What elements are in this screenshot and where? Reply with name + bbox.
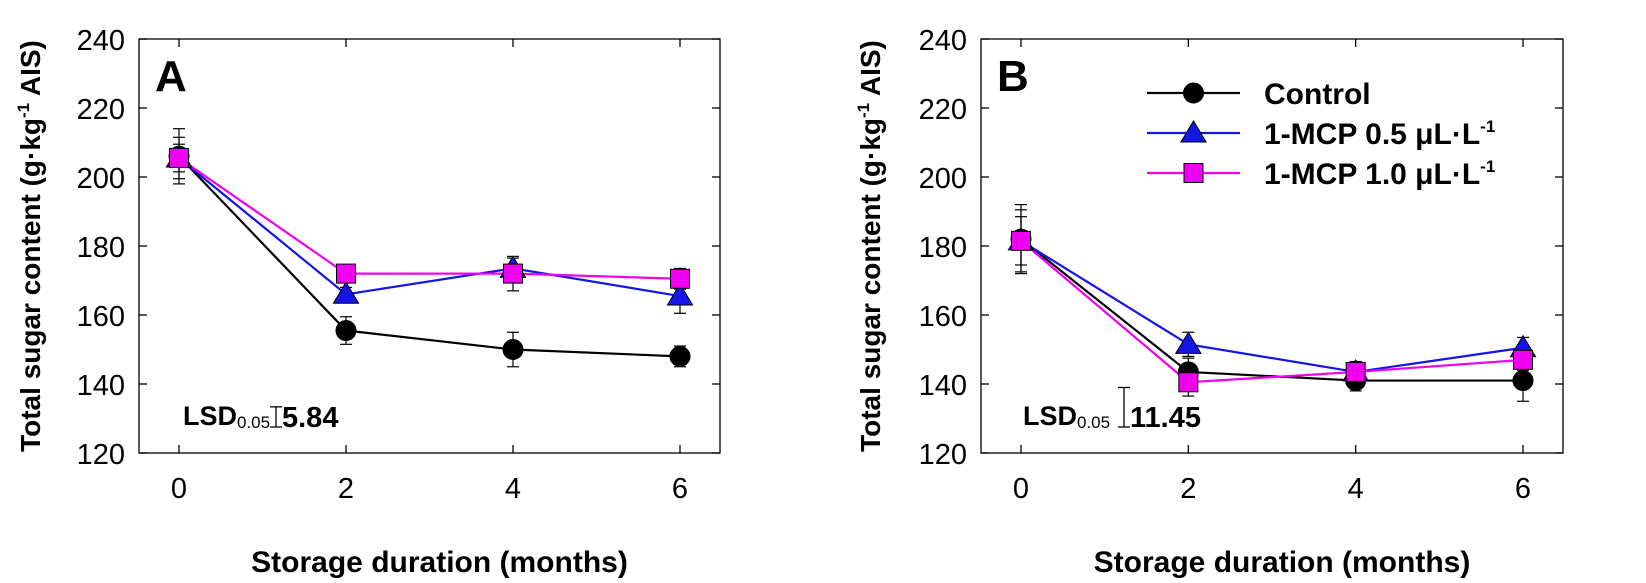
y-axis-label: Total sugar content (g·kg-1 AIS) bbox=[854, 40, 886, 452]
data-point-mcp10 bbox=[670, 268, 690, 289]
x-tick-label: 2 bbox=[1180, 473, 1196, 505]
legend-marker bbox=[1180, 120, 1207, 143]
panel-a: 120 140 160 180 200 220 240 0 2 4 6 Storage duratio… bbox=[14, 25, 721, 579]
lsd-subscript: 0.05 bbox=[1077, 413, 1110, 432]
panel-label: B bbox=[997, 52, 1029, 101]
lsd-text: LSD bbox=[1023, 401, 1077, 431]
data-point-control bbox=[335, 320, 357, 342]
series-line-mcp10 bbox=[1020, 239, 1524, 384]
y-tick-label: 180 bbox=[919, 232, 967, 264]
data-point-mcp10 bbox=[336, 263, 356, 284]
y-tick-label: 120 bbox=[77, 439, 125, 471]
x-axis-label: Storage duration (months) bbox=[251, 546, 628, 579]
y-tick-label: 140 bbox=[919, 370, 967, 402]
legend-label-base: 1-MCP 0.5 μL·L bbox=[1264, 118, 1480, 151]
y-axis-label-exp: -1 bbox=[14, 103, 33, 118]
data-point-mcp05 bbox=[332, 281, 360, 304]
y-tick-label: 200 bbox=[77, 163, 125, 195]
data-point-mcp05 bbox=[666, 283, 694, 306]
legend-marker bbox=[1183, 163, 1204, 183]
lsd-label: LSD0.05 bbox=[1023, 401, 1110, 432]
x-tick-label: 2 bbox=[338, 473, 354, 505]
y-tick-label: 160 bbox=[919, 301, 967, 333]
series-line-mcp05 bbox=[1020, 239, 1524, 374]
lsd-subscript: 0.05 bbox=[237, 413, 270, 432]
legend-item-mcp05: 1-MCP 0.5 μL·L-1 bbox=[1147, 117, 1495, 151]
lsd-value: 5.84 bbox=[282, 402, 338, 434]
legend-item-control: Control bbox=[1147, 78, 1371, 111]
y-tick-label: 240 bbox=[919, 25, 967, 57]
y-tick-label: 240 bbox=[77, 25, 125, 57]
series-line-mcp10 bbox=[178, 157, 681, 280]
y-axis-label-exp: -1 bbox=[854, 103, 873, 118]
y-axis-label-tail: AIS) bbox=[15, 40, 46, 103]
y-tick-label: 180 bbox=[77, 232, 125, 264]
panel-label: A bbox=[155, 52, 187, 101]
x-tick-label: 0 bbox=[1013, 473, 1029, 505]
data-point-mcp10 bbox=[169, 148, 189, 169]
x-tick-label: 6 bbox=[1515, 473, 1531, 505]
y-tick-label: 220 bbox=[77, 94, 125, 126]
y-axis-label: Total sugar content (g·kg-1 AIS) bbox=[14, 40, 46, 452]
y-axis-label-tail: AIS) bbox=[855, 40, 886, 103]
x-tick-label: 6 bbox=[672, 473, 688, 505]
panel-b: 120 140 160 180 200 220 240 0 2 4 6 Storage duratio… bbox=[854, 25, 1564, 579]
lsd-text: LSD bbox=[183, 401, 237, 431]
y-tick-label: 120 bbox=[919, 439, 967, 471]
legend-item-mcp10: 1-MCP 1.0 μL·L-1 bbox=[1147, 157, 1495, 191]
x-tick-label: 4 bbox=[505, 473, 521, 505]
legend-label: 1-MCP 1.0 μL·L-1 bbox=[1264, 157, 1495, 191]
y-axis-label-base: Total sugar content (g·kg bbox=[15, 118, 46, 452]
legend-label-base: 1-MCP 1.0 μL·L bbox=[1264, 158, 1480, 191]
y-tick-label: 160 bbox=[77, 301, 125, 333]
series-line-mcp05 bbox=[178, 157, 681, 298]
x-axis-label: Storage duration (months) bbox=[1094, 546, 1471, 579]
data-point-control bbox=[502, 339, 524, 360]
lsd-value: 11.45 bbox=[1130, 402, 1201, 434]
lsd-label: LSD0.05 bbox=[183, 401, 270, 432]
data-point-control bbox=[669, 345, 691, 367]
data-point-mcp10 bbox=[1178, 372, 1199, 393]
data-point-mcp05 bbox=[1174, 331, 1202, 354]
series-line-control bbox=[178, 155, 681, 358]
legend-marker bbox=[1183, 82, 1204, 104]
legend-label-exp: -1 bbox=[1480, 117, 1495, 136]
y-axis-label-base: Total sugar content (g·kg bbox=[855, 118, 886, 452]
data-point-mcp10 bbox=[1513, 349, 1533, 370]
y-tick-label: 200 bbox=[919, 163, 967, 195]
x-tick-label: 0 bbox=[171, 473, 187, 505]
legend-label: Control bbox=[1264, 78, 1371, 111]
data-point-mcp10 bbox=[503, 263, 523, 284]
y-tick-label: 220 bbox=[919, 94, 967, 126]
data-point-mcp10 bbox=[1345, 361, 1366, 382]
x-tick-label: 4 bbox=[1348, 473, 1364, 505]
data-point-mcp10 bbox=[1011, 230, 1031, 251]
panel-a-frame bbox=[138, 38, 721, 454]
data-point-control bbox=[1512, 370, 1534, 392]
legend-label-exp: -1 bbox=[1480, 157, 1495, 176]
y-tick-label: 140 bbox=[77, 370, 125, 402]
legend-label: 1-MCP 0.5 μL·L-1 bbox=[1264, 117, 1495, 151]
